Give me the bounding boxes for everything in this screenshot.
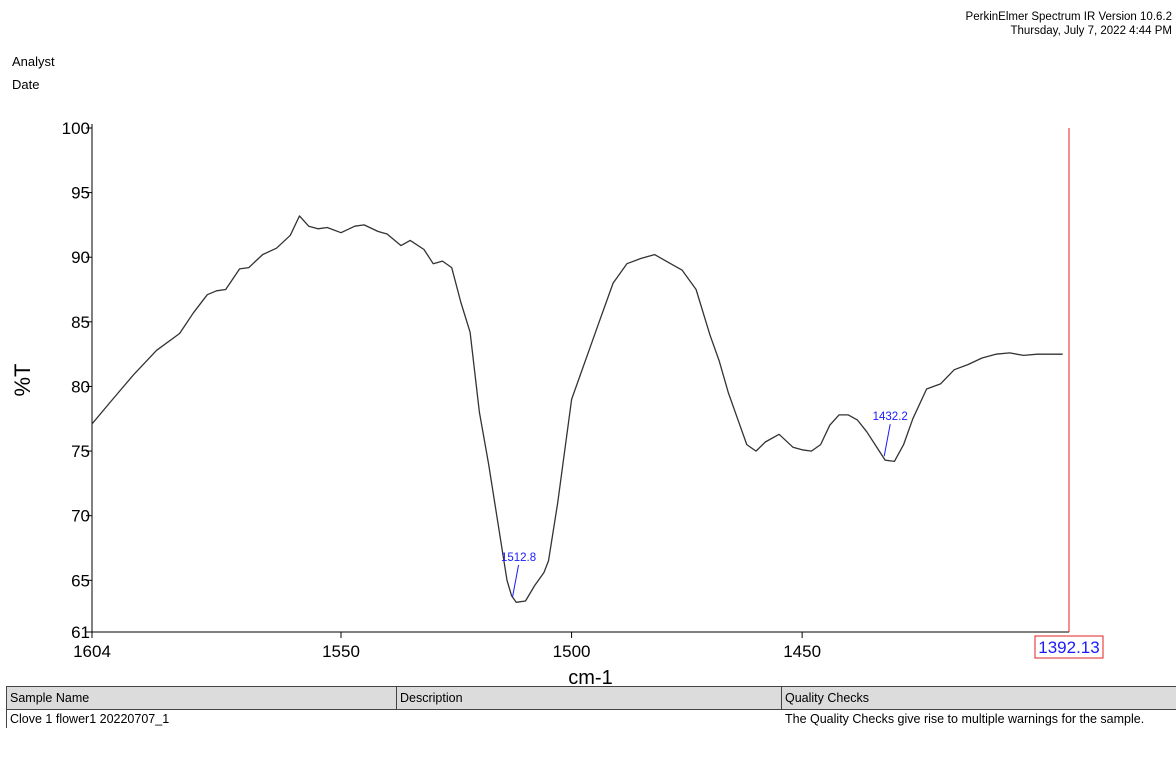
cell-quality-checks: The Quality Checks give rise to multiple… xyxy=(781,709,1176,729)
col-header-sample-name: Sample Name xyxy=(6,686,397,710)
col-header-description: Description xyxy=(396,686,782,710)
x-tick-label: 1550 xyxy=(322,642,360,661)
y-tick-label: 95 xyxy=(71,184,90,203)
y-tick-label: 70 xyxy=(71,507,90,526)
peak-label: 1512.8 xyxy=(501,552,536,564)
axes: 61 65 70 75 80 85 90 95 100 1604 1550 1500 1450 %T cm-… xyxy=(10,119,1069,686)
peak-label: 1432.2 xyxy=(873,411,908,423)
software-version: PerkinElmer Spectrum IR Version 10.6.2 xyxy=(965,11,1172,23)
peak-leader-line xyxy=(512,564,520,598)
report-datetime: Thursday, July 7, 2022 4:44 PM xyxy=(1010,25,1172,37)
x-tick-label: 1604 xyxy=(73,642,111,661)
plot-area xyxy=(91,215,1063,603)
x-tick-label: 1450 xyxy=(783,642,821,661)
series-line-0 xyxy=(91,215,1063,603)
x-tick-label: 1500 xyxy=(553,642,591,661)
col-header-quality-checks: Quality Checks xyxy=(781,686,1176,710)
peak-leader-line xyxy=(883,424,891,457)
cell-description xyxy=(396,709,782,729)
y-tick-label: 90 xyxy=(71,248,90,267)
y-tick-label: 80 xyxy=(71,377,90,396)
table-header-row: Sample Name Description Quality Checks xyxy=(6,686,1176,710)
spectrum-chart: 61 65 70 75 80 85 90 95 100 1604 1550 1500 1450 %T cm-… xyxy=(10,119,1104,686)
y-tick-label: 65 xyxy=(71,571,90,590)
y-tick-label: 100 xyxy=(62,119,90,138)
analyst-label: Analyst xyxy=(12,54,55,69)
annotations: 1512.8 1432.2 1392.13 xyxy=(501,128,1104,659)
software-info: PerkinElmer Spectrum IR Version 10.6.2 T… xyxy=(966,10,1172,38)
cursor-readout-box xyxy=(1034,635,1104,659)
x-axis-label: cm-1 xyxy=(568,667,612,686)
y-axis-label: %T xyxy=(10,364,35,397)
cursor-readout-label: 1392.13 xyxy=(1038,638,1099,657)
table-row: Clove 1 flower1 20220707_1 The Quality C… xyxy=(6,709,1176,729)
y-tick-label: 85 xyxy=(71,313,90,332)
sample-info-table: Sample Name Description Quality Checks C… xyxy=(6,686,1176,729)
date-label: Date xyxy=(12,77,40,92)
cell-sample-name: Clove 1 flower1 20220707_1 xyxy=(6,709,397,729)
y-tick-label: 61 xyxy=(71,623,90,642)
y-tick-label: 75 xyxy=(71,442,90,461)
